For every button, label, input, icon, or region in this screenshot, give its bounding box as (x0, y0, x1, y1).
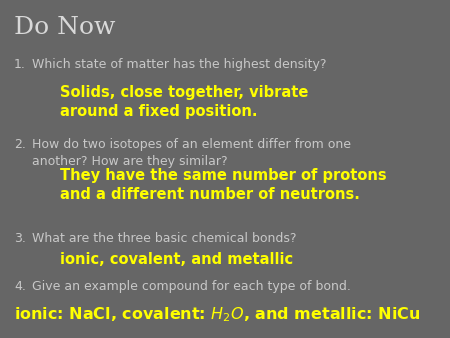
Text: 2.: 2. (14, 138, 26, 151)
Text: Do Now: Do Now (14, 16, 116, 39)
Text: Which state of matter has the highest density?: Which state of matter has the highest de… (32, 58, 327, 71)
Text: ionic, covalent, and metallic: ionic, covalent, and metallic (60, 252, 293, 267)
Text: ionic: NaCl, covalent: $H_2O$, and metallic: NiCu: ionic: NaCl, covalent: $H_2O$, and metal… (14, 305, 420, 324)
Text: Give an example compound for each type of bond.: Give an example compound for each type o… (32, 280, 351, 293)
Text: Solids, close together, vibrate
around a fixed position.: Solids, close together, vibrate around a… (60, 85, 308, 119)
Text: 4.: 4. (14, 280, 26, 293)
Text: They have the same number of protons
and a different number of neutrons.: They have the same number of protons and… (60, 168, 387, 201)
Text: How do two isotopes of an element differ from one
another? How are they similar?: How do two isotopes of an element differ… (32, 138, 351, 168)
Text: What are the three basic chemical bonds?: What are the three basic chemical bonds? (32, 232, 297, 245)
Text: 1.: 1. (14, 58, 26, 71)
Text: 3.: 3. (14, 232, 26, 245)
